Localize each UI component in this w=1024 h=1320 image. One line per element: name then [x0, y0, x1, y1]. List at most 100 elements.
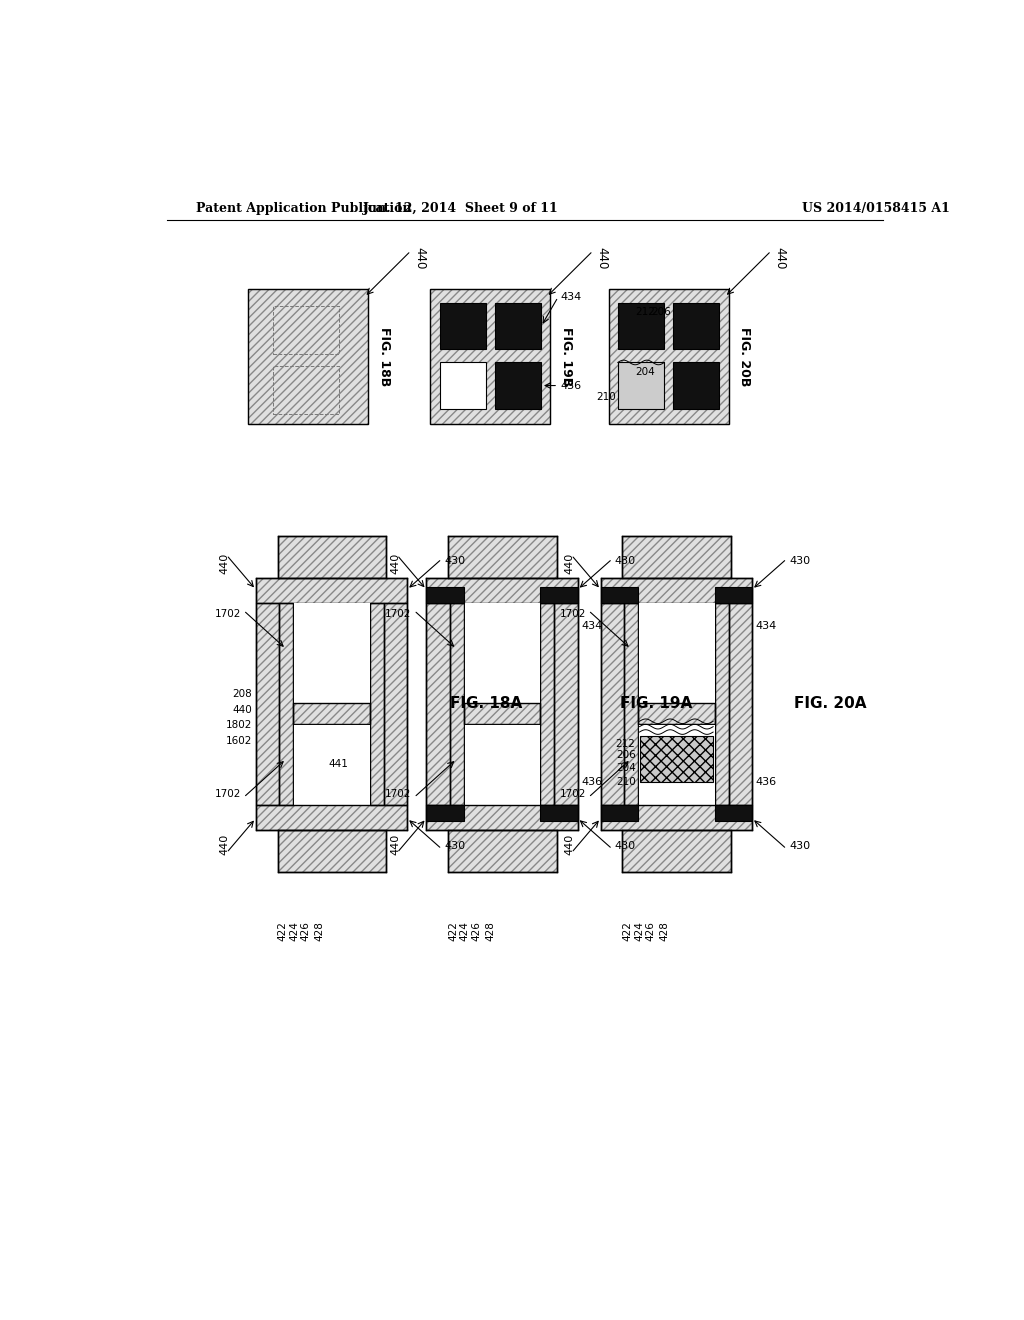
Bar: [464, 603, 541, 702]
Bar: [601, 805, 752, 830]
Bar: [554, 603, 578, 805]
Bar: [426, 603, 450, 805]
Bar: [623, 536, 731, 578]
Text: 208: 208: [232, 689, 252, 700]
Bar: [495, 304, 541, 350]
Bar: [495, 363, 541, 409]
Text: 1702: 1702: [385, 789, 412, 799]
Text: FIG. 18A: FIG. 18A: [450, 696, 522, 711]
Text: FIG. 19B: FIG. 19B: [560, 326, 572, 385]
Bar: [601, 805, 638, 821]
Bar: [278, 830, 386, 873]
Bar: [293, 603, 370, 702]
Text: 436: 436: [560, 380, 582, 391]
Bar: [426, 805, 578, 830]
Bar: [293, 702, 370, 725]
Text: 210: 210: [597, 392, 616, 403]
Bar: [715, 805, 752, 821]
Bar: [430, 289, 550, 424]
Bar: [624, 603, 638, 805]
Text: 1702: 1702: [560, 609, 586, 619]
Text: 422: 422: [623, 921, 633, 941]
Text: 422: 422: [278, 921, 288, 941]
Bar: [256, 805, 407, 830]
Text: 440: 440: [565, 834, 574, 855]
Bar: [541, 587, 578, 603]
Text: 430: 430: [444, 557, 465, 566]
Text: 434: 434: [756, 620, 777, 631]
Bar: [256, 805, 407, 830]
Bar: [623, 830, 731, 873]
Bar: [430, 289, 550, 424]
Bar: [248, 289, 369, 424]
Bar: [601, 587, 638, 603]
Bar: [278, 536, 386, 578]
Bar: [617, 363, 665, 409]
Bar: [673, 363, 719, 409]
Bar: [638, 725, 715, 805]
Bar: [638, 603, 715, 702]
Bar: [464, 702, 541, 725]
Bar: [256, 578, 407, 603]
Bar: [541, 603, 554, 805]
Bar: [449, 536, 557, 578]
Text: 430: 430: [790, 557, 810, 566]
Bar: [449, 536, 557, 578]
Bar: [715, 587, 752, 603]
Text: 426: 426: [646, 921, 655, 941]
Bar: [256, 603, 280, 805]
Text: 428: 428: [314, 921, 325, 941]
Bar: [608, 289, 729, 424]
Text: 206: 206: [650, 308, 671, 317]
Bar: [384, 603, 407, 805]
Bar: [439, 363, 486, 409]
Text: 426: 426: [471, 921, 481, 941]
Text: 424: 424: [634, 921, 644, 941]
Text: 204: 204: [636, 367, 655, 378]
Text: 1702: 1702: [385, 609, 412, 619]
Bar: [256, 603, 280, 805]
Text: 1702: 1702: [560, 789, 586, 799]
Text: 430: 430: [444, 841, 465, 851]
Bar: [426, 578, 578, 603]
Bar: [715, 603, 729, 805]
Bar: [384, 603, 407, 805]
Bar: [426, 805, 464, 821]
Text: 1702: 1702: [215, 609, 241, 619]
Text: 440: 440: [565, 553, 574, 574]
Text: FIG. 20A: FIG. 20A: [795, 696, 867, 711]
Text: 440: 440: [414, 247, 426, 269]
Text: 430: 430: [614, 557, 636, 566]
Text: Patent Application Publication: Patent Application Publication: [197, 202, 412, 215]
Text: 428: 428: [659, 921, 670, 941]
Bar: [293, 725, 370, 805]
Text: 206: 206: [615, 750, 636, 760]
Text: 434: 434: [560, 292, 582, 302]
Text: 1602: 1602: [225, 735, 252, 746]
Text: 440: 440: [220, 553, 229, 574]
Text: 440: 440: [773, 247, 786, 269]
Bar: [623, 536, 731, 578]
Bar: [256, 578, 407, 603]
Bar: [617, 304, 665, 350]
Bar: [278, 536, 386, 578]
Text: 440: 440: [390, 553, 400, 574]
Text: 440: 440: [220, 834, 229, 855]
Text: 424: 424: [460, 921, 470, 941]
Bar: [638, 702, 715, 725]
Bar: [426, 603, 450, 805]
Bar: [638, 702, 715, 725]
Bar: [450, 603, 464, 805]
Bar: [601, 603, 624, 805]
Bar: [293, 702, 370, 725]
Text: 212: 212: [636, 308, 655, 317]
Text: FIG. 18B: FIG. 18B: [378, 326, 390, 385]
Bar: [623, 830, 731, 873]
Bar: [608, 289, 729, 424]
Bar: [640, 737, 713, 781]
Bar: [541, 603, 554, 805]
Text: 1702: 1702: [215, 789, 241, 799]
Bar: [464, 725, 541, 805]
Bar: [280, 603, 293, 805]
Text: 204: 204: [615, 763, 636, 774]
